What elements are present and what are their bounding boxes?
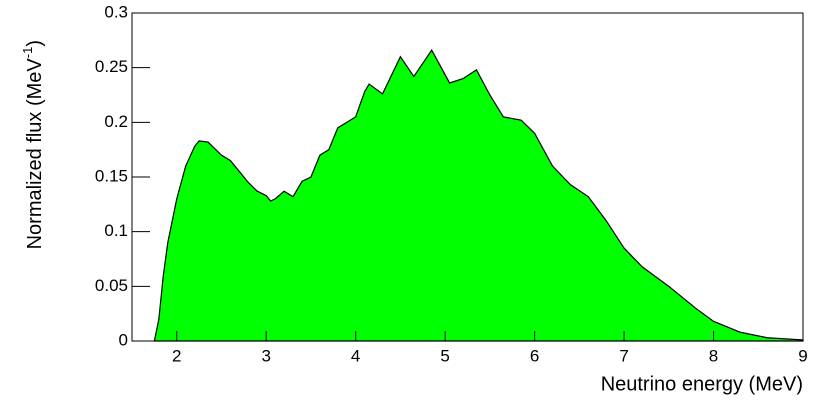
y-tick-label: 0.3 — [104, 2, 128, 21]
x-tick-label: 2 — [172, 346, 181, 365]
y-tick-label: 0.2 — [104, 112, 128, 131]
y-tick-label: 0.05 — [95, 276, 128, 295]
y-axis-title-end: ) — [24, 40, 46, 47]
x-tick-label: 6 — [530, 346, 539, 365]
y-axis-title-main: Normalized flux (MeV — [24, 58, 46, 250]
y-axis-title: Normalized flux (MeV-1) — [20, 40, 46, 249]
x-tick-label: 9 — [798, 346, 807, 365]
y-tick-label: 0.15 — [95, 166, 128, 185]
x-tick-label: 5 — [440, 346, 449, 365]
x-tick-label: 3 — [261, 346, 270, 365]
x-axis-title: Neutrino energy (MeV) — [601, 373, 803, 395]
x-tick-label: 7 — [619, 346, 628, 365]
y-tick-label: 0.25 — [95, 57, 128, 76]
y-tick-label: 0.1 — [104, 221, 128, 240]
y-axis-title-exp: -1 — [20, 47, 35, 59]
x-tick-label: 8 — [709, 346, 718, 365]
y-tick-label: 0 — [119, 330, 128, 349]
area — [153, 49, 804, 342]
x-tick-label: 4 — [351, 346, 360, 365]
